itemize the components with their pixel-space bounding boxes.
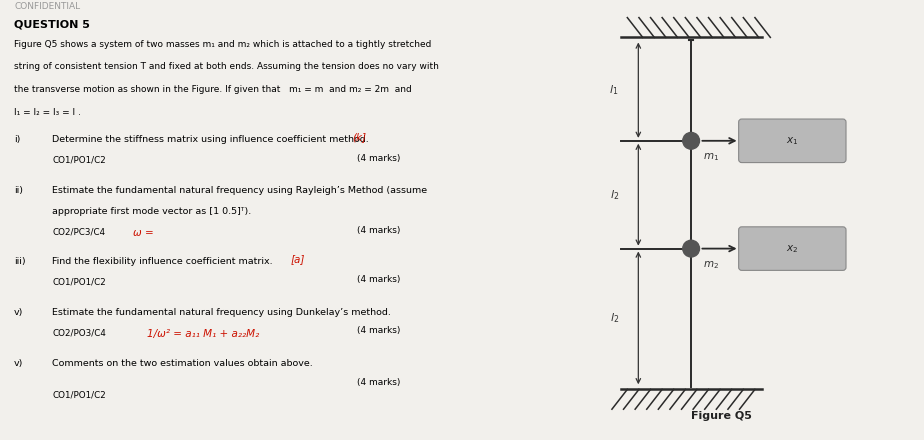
Text: ii): ii): [14, 186, 23, 194]
Text: $l_2$: $l_2$: [610, 311, 619, 325]
Text: CO1/PO1/C2: CO1/PO1/C2: [52, 156, 106, 165]
Text: CONFIDENTIAL: CONFIDENTIAL: [14, 2, 80, 11]
Text: (4 marks): (4 marks): [357, 154, 400, 162]
Text: the transverse motion as shown in the Figure. If given that   m₁ = m  and m₂ = 2: the transverse motion as shown in the Fi…: [14, 85, 412, 94]
Text: $l_2$: $l_2$: [610, 188, 619, 202]
Text: (k]: (k]: [352, 132, 366, 143]
Text: string of consistent tension T and fixed at both ends. Assuming the tension does: string of consistent tension T and fixed…: [14, 62, 439, 71]
Circle shape: [683, 132, 699, 149]
Text: iii): iii): [14, 257, 26, 265]
Text: i): i): [14, 135, 20, 143]
Text: (4 marks): (4 marks): [357, 326, 400, 335]
Circle shape: [683, 240, 699, 257]
Text: $x_2$: $x_2$: [786, 243, 798, 254]
Text: $m_2$: $m_2$: [703, 260, 720, 271]
Text: [a]: [a]: [290, 254, 305, 264]
Text: Estimate the fundamental natural frequency using Rayleigh’s Method (assume: Estimate the fundamental natural frequen…: [52, 186, 427, 194]
Text: Comments on the two estimation values obtain above.: Comments on the two estimation values ob…: [52, 359, 313, 367]
Text: (4 marks): (4 marks): [357, 378, 400, 386]
Text: CO1/PO1/C2: CO1/PO1/C2: [52, 391, 106, 400]
Text: v): v): [14, 308, 23, 316]
Text: CO2/PO3/C4: CO2/PO3/C4: [52, 329, 106, 337]
FancyBboxPatch shape: [738, 227, 846, 270]
Text: $x_1$: $x_1$: [786, 135, 798, 147]
Text: Find the flexibility influence coefficient matrix.: Find the flexibility influence coefficie…: [52, 257, 273, 265]
Text: l₁ = l₂ = l₃ = l .: l₁ = l₂ = l₃ = l .: [14, 108, 81, 117]
Text: CO1/PO1/C2: CO1/PO1/C2: [52, 278, 106, 286]
Text: QUESTION 5: QUESTION 5: [14, 20, 90, 30]
Text: Estimate the fundamental natural frequency using Dunkelay’s method.: Estimate the fundamental natural frequen…: [52, 308, 391, 316]
Text: Figure Q5 shows a system of two masses m₁ and m₂ which is attached to a tightly : Figure Q5 shows a system of two masses m…: [14, 40, 432, 48]
Text: Figure Q5: Figure Q5: [691, 411, 752, 421]
Text: (4 marks): (4 marks): [357, 275, 400, 284]
Text: ω =: ω =: [133, 228, 154, 238]
Text: $l_1$: $l_1$: [610, 83, 619, 97]
Text: $m_1$: $m_1$: [703, 152, 720, 163]
Text: v): v): [14, 359, 23, 367]
Text: 1/ω² = a₁₁ M₁ + a₂₂M₂: 1/ω² = a₁₁ M₁ + a₂₂M₂: [148, 329, 260, 339]
Text: Determine the stiffness matrix using influence coefficient method.: Determine the stiffness matrix using inf…: [52, 135, 369, 143]
Text: CO2/PC3/C4: CO2/PC3/C4: [52, 228, 105, 237]
Text: (4 marks): (4 marks): [357, 226, 400, 235]
Text: appropriate first mode vector as [1 0.5]ᵀ).: appropriate first mode vector as [1 0.5]…: [52, 207, 251, 216]
FancyBboxPatch shape: [738, 119, 846, 162]
